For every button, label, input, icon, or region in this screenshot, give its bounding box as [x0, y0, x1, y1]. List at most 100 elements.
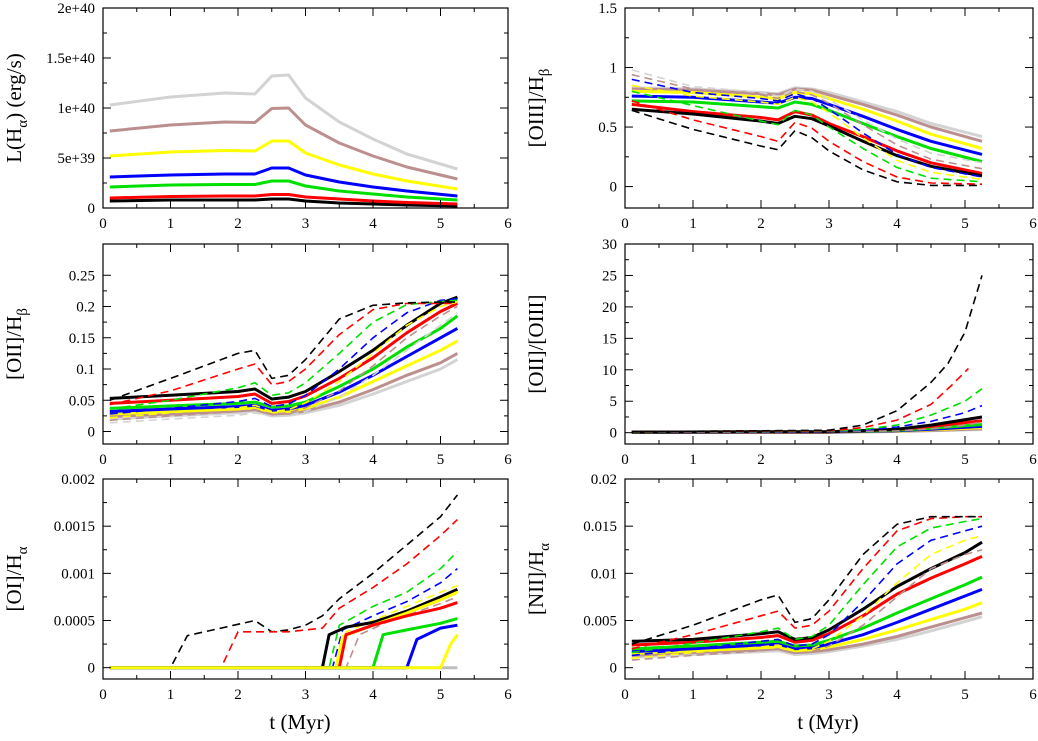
series-line-11 — [631, 84, 983, 181]
y-tick-label: 0 — [88, 201, 96, 217]
y-tick-label: 1.5e+40 — [46, 51, 95, 67]
series-line-7 — [631, 107, 983, 178]
series-group — [631, 69, 983, 187]
series-line-9 — [109, 305, 458, 422]
y-tick-label: 0.25 — [69, 268, 95, 284]
y-tick-label: 2e+40 — [57, 1, 95, 17]
series-line-3 — [109, 519, 458, 669]
y-axis-label: [OIII]/Hβ — [524, 69, 553, 148]
x-tick-label: 0 — [621, 452, 629, 468]
series-line-9 — [631, 73, 983, 170]
x-tick-label: 1 — [167, 216, 175, 232]
y-tick-label: 5 — [610, 394, 618, 410]
y-tick-label: 1 — [610, 61, 618, 77]
series-line-13 — [631, 100, 983, 185]
y-tick-label: 15 — [602, 331, 617, 347]
x-tick-label: 0 — [99, 216, 107, 232]
x-tick-label: 2 — [234, 452, 242, 468]
series-line-9 — [631, 534, 983, 659]
series-line-8 — [109, 588, 459, 670]
x-tick-label: 5 — [961, 452, 969, 468]
series-line-5 — [109, 314, 459, 410]
series-line-6 — [109, 106, 458, 181]
panel-1: 0 1 2 3 4 5 6 0 5e+39 1e+40 1.5e+40 2e+40 L(Hα) (erg… — [2, 1, 512, 232]
y-tick-label: 0.001 — [61, 566, 95, 582]
y-tick-label: 0.15 — [69, 331, 95, 347]
x-tick-label: 3 — [825, 452, 833, 468]
y-tick-label: 0 — [88, 425, 96, 441]
series-line-6 — [109, 302, 459, 405]
y-tick-label: 0.0005 — [54, 614, 95, 630]
y-tick-label: 5e+39 — [57, 151, 95, 167]
series-line-10 — [631, 525, 983, 657]
x-tick-label: 3 — [302, 452, 310, 468]
plot-frame — [624, 243, 1034, 445]
x-tick-label: 1 — [689, 216, 697, 232]
x-tick-label: 1 — [689, 687, 697, 703]
panel-4: 0 1 2 3 4 5 6 0 5 10 15 20 25 30 [OII]/[OIII] — [524, 237, 1037, 468]
series-line-4 — [109, 327, 459, 413]
y-tick-label: 25 — [602, 268, 617, 284]
y-axis-label: [OII]/Hβ — [2, 308, 31, 380]
y-tick-label: 1.5 — [598, 1, 617, 17]
x-tick-label: 3 — [825, 687, 833, 703]
series-line-11 — [109, 617, 458, 670]
series-line-5 — [109, 139, 458, 191]
series-line-11 — [631, 517, 983, 654]
y-tick-label: 30 — [602, 237, 617, 253]
x-tick-label: 6 — [1029, 216, 1037, 232]
x-tick-label: 2 — [757, 687, 765, 703]
y-axis-label: [OI]/Hα — [2, 546, 31, 611]
series-line-4 — [109, 166, 458, 198]
series-line-8 — [631, 549, 983, 661]
x-tick-label: 5 — [437, 687, 445, 703]
x-tick-label: 1 — [167, 687, 175, 703]
series-line-7 — [631, 540, 983, 643]
y-tick-label: 20 — [602, 300, 617, 316]
x-tick-label: 4 — [369, 452, 377, 468]
x-tick-label: 4 — [369, 687, 377, 703]
x-axis-label-left: t (Myr) — [269, 710, 330, 734]
x-tick-label: 2 — [757, 452, 765, 468]
x-tick-label: 6 — [1029, 687, 1037, 703]
series-line-8 — [631, 421, 983, 434]
x-tick-label: 2 — [757, 216, 765, 232]
y-axis-label: [NII]/Hα — [524, 543, 553, 615]
series-line-9 — [631, 404, 983, 433]
y-tick-label: 0 — [88, 661, 96, 677]
x-tick-label: 3 — [825, 216, 833, 232]
x-tick-label: 0 — [99, 452, 107, 468]
x-tick-label: 1 — [167, 452, 175, 468]
series-line-12 — [631, 90, 983, 183]
series-line-3 — [109, 179, 458, 202]
series-line-13 — [109, 633, 459, 670]
y-tick-label: 0.005 — [583, 614, 617, 630]
series-group — [109, 494, 459, 670]
x-axis-label-right: t (Myr) — [797, 710, 858, 734]
series-line-1 — [109, 197, 458, 208]
series-line-2 — [109, 193, 458, 206]
panel-5: 0 1 2 3 4 5 6 0 0.0005 0.001 0.0015 0.002 [OI]/Hα — [2, 472, 512, 703]
y-tick-label: 0.1 — [76, 362, 95, 378]
series-line-6 — [109, 584, 458, 669]
y-tick-label: 10 — [602, 363, 617, 379]
x-tick-label: 4 — [893, 452, 901, 468]
y-tick-label: 0.2 — [76, 300, 95, 316]
y-axis-label: [OII]/[OIII] — [524, 294, 548, 393]
y-tick-label: 0.05 — [69, 393, 95, 409]
series-line-4 — [109, 551, 458, 669]
x-tick-label: 6 — [504, 687, 512, 703]
y-tick-label: 0 — [610, 661, 618, 677]
series-group — [631, 515, 983, 661]
series-line-12 — [631, 515, 982, 650]
x-tick-label: 5 — [961, 216, 969, 232]
x-tick-label: 4 — [893, 216, 901, 232]
x-tick-label: 4 — [893, 687, 901, 703]
y-tick-label: 0.015 — [583, 519, 617, 535]
series-line-14 — [631, 109, 982, 187]
x-tick-label: 0 — [99, 687, 107, 703]
x-tick-label: 2 — [234, 687, 242, 703]
panel-2: 0 1 2 3 4 5 6 0 0.5 1 1.5 [OIII]/Hβ — [524, 1, 1037, 232]
y-tick-label: 0.5 — [598, 120, 617, 136]
